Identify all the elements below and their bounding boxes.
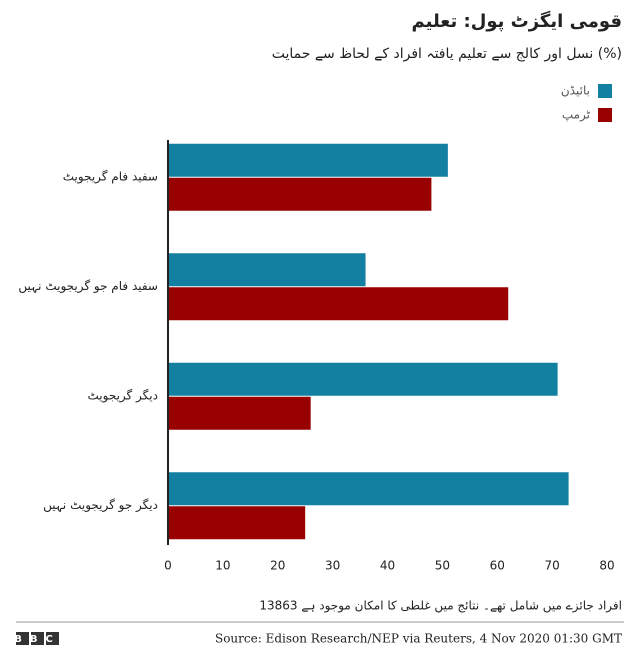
bar (168, 253, 366, 287)
x-tick-label: 0 (164, 559, 172, 573)
x-tick-label: 30 (325, 559, 340, 573)
x-tick-label: 50 (435, 559, 450, 573)
x-tick-label: 20 (270, 559, 285, 573)
logo: BBC (14, 632, 61, 645)
x-tick-label: 60 (490, 559, 505, 573)
chart-subtitle: نسل اور کالج سے تعلیم یافتہ افراد کے لحا… (272, 46, 622, 62)
legend-label: ٹرمپ (562, 108, 591, 123)
footnote: 13863 افراد جائزے میں شامل تھے۔ نتائج می… (259, 599, 622, 614)
legend-swatch (598, 108, 612, 122)
bar (168, 143, 448, 177)
x-tick-label: 10 (215, 559, 230, 573)
chart-title: قومی ایگزٹ پول: تعلیم (412, 10, 623, 32)
bar (168, 396, 311, 430)
bar (168, 177, 432, 211)
bar (168, 362, 558, 396)
x-tick-label: 40 (380, 559, 395, 573)
bar (168, 472, 569, 506)
legend-label: بائیڈن (561, 84, 590, 98)
y-tick-label: سفید فام گریجویٹ (63, 169, 158, 184)
y-tick-label: دیگر گریجویٹ (88, 388, 159, 403)
source: Source: Edison Research/NEP via Reuters,… (215, 632, 622, 646)
bar (168, 506, 306, 540)
y-tick-label: سفید فام جو گریجویٹ نہیں (18, 279, 158, 294)
x-tick-label: 70 (544, 559, 559, 573)
bar (168, 287, 509, 321)
legend-swatch (598, 84, 612, 98)
logo-text: BBC (14, 634, 61, 645)
y-tick-label: دیگر جو گریجویٹ نہیں (43, 498, 158, 513)
x-tick-label: 80 (599, 559, 614, 573)
